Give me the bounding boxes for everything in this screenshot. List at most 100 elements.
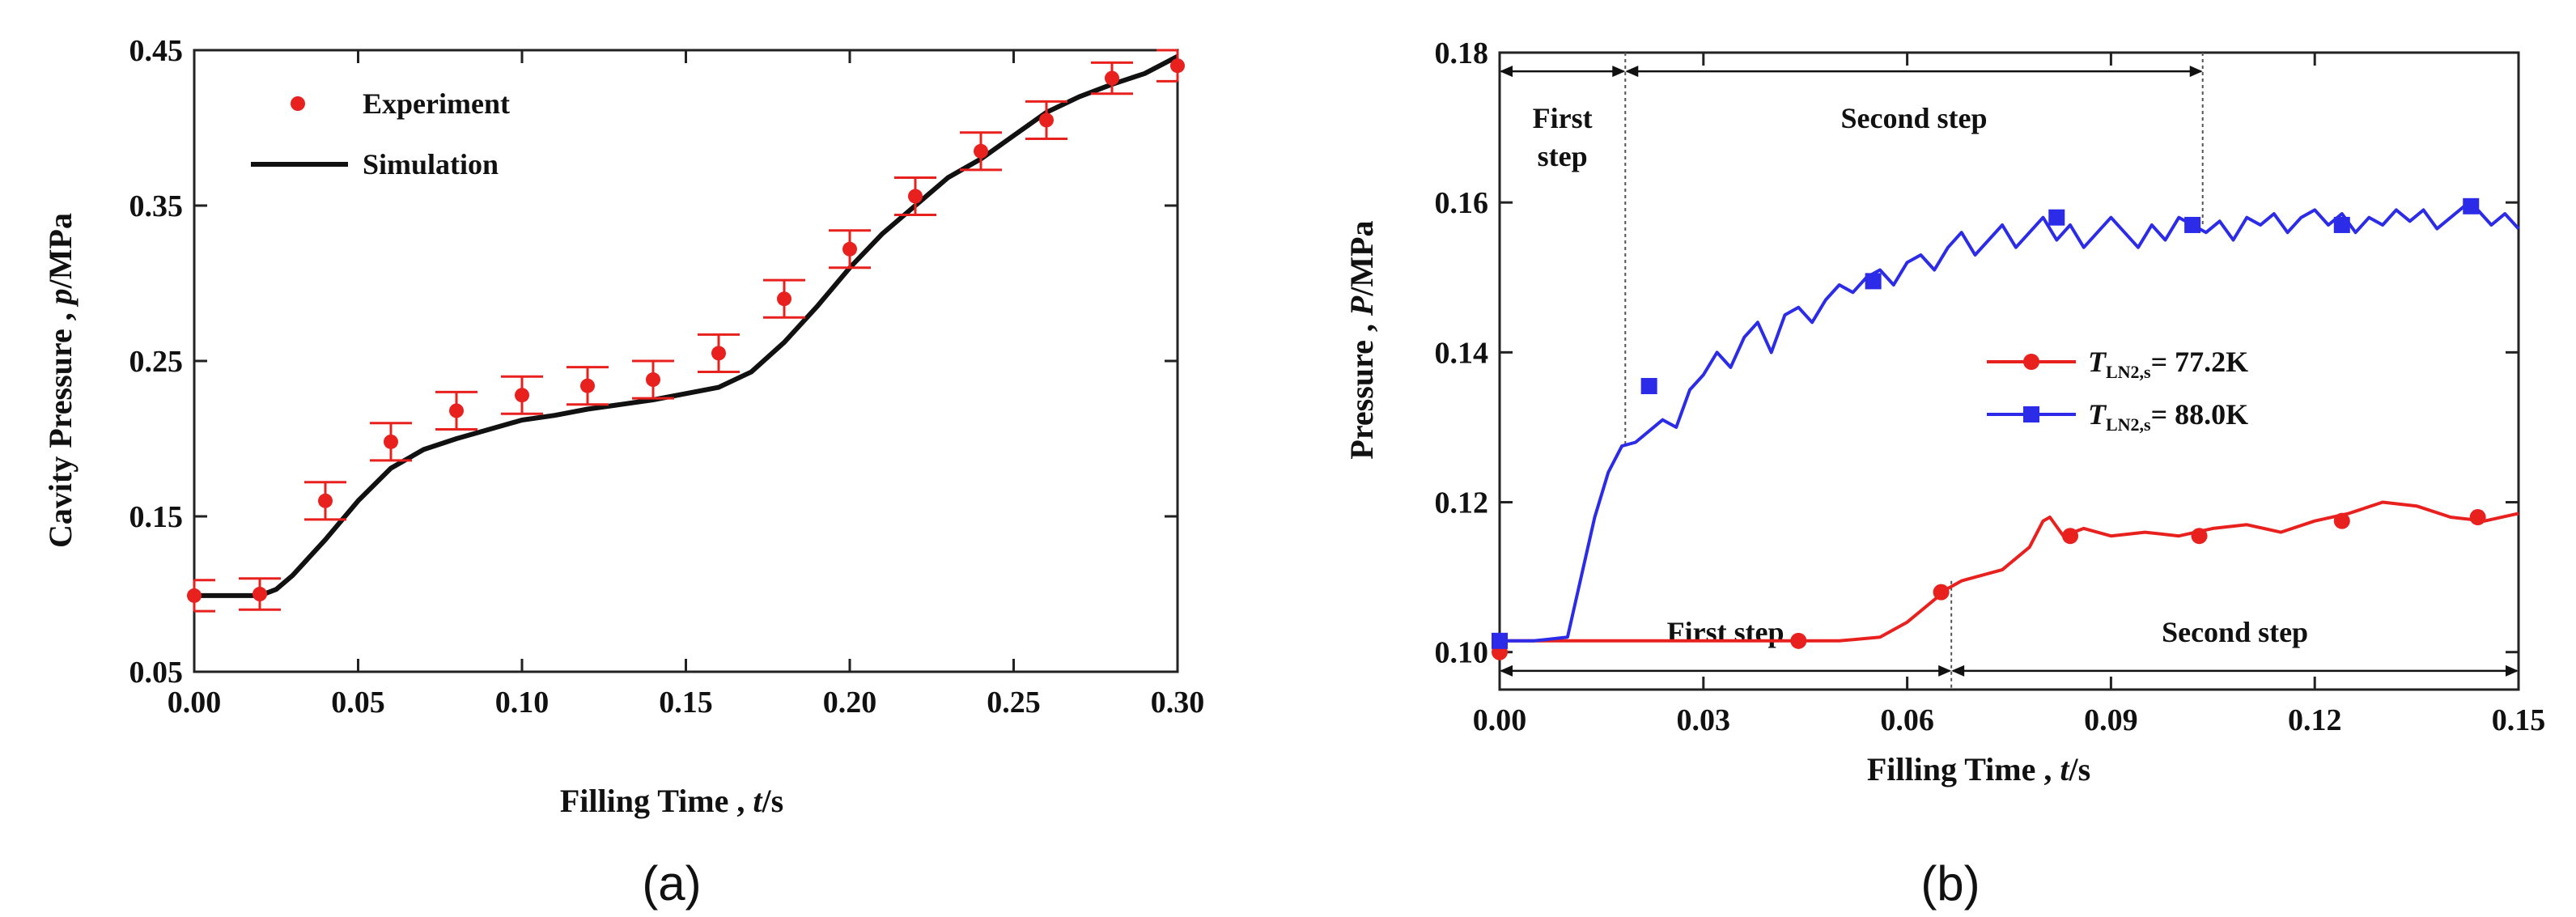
series-880-marker	[2048, 209, 2065, 226]
experiment-marker	[580, 378, 595, 393]
chart-1-x-tick-label: 0.12	[2288, 703, 2342, 737]
experiment-marker	[842, 241, 857, 257]
experiment-marker	[515, 388, 529, 403]
series-772-marker	[2333, 512, 2350, 529]
arrow-bottom-second	[1951, 664, 2519, 677]
chart-0-x-tick-label: 0.20	[823, 686, 877, 720]
series-880-marker	[2463, 197, 2480, 214]
chart-0-x-tick-label: 0.30	[1151, 686, 1205, 720]
legend-simulation-label: Simulation	[363, 148, 499, 180]
series-772-marker	[2062, 528, 2079, 545]
experiment-point	[501, 375, 543, 415]
arrow-top-first	[1500, 66, 1626, 78]
annotation-top-first-line2: step	[1538, 140, 1588, 172]
chart-0-x-tick-label: 0.15	[659, 686, 713, 720]
arrow-head-left	[1951, 664, 1965, 677]
chart-1-y-tick-label: 0.18	[1435, 36, 1489, 70]
experiment-point	[698, 333, 740, 373]
arrow-head-left	[1625, 66, 1639, 78]
chart-0-x-tick-label: 0.05	[331, 686, 385, 720]
chart-1-x-tick-label: 0.00	[1473, 703, 1527, 737]
chart-a-experiment-points	[187, 49, 1185, 613]
chart-0-y-tick-label: 0.45	[129, 34, 184, 68]
arrow-head-right	[1938, 664, 1952, 677]
chart-1-y-tick-label: 0.12	[1435, 486, 1489, 520]
chart-0-y-tick-label: 0.35	[129, 189, 184, 223]
experiment-point	[894, 176, 936, 217]
series-772-marker	[1933, 584, 1950, 601]
legend-772-marker	[2023, 354, 2039, 370]
chart-0-x-tick-label: 0.10	[495, 686, 550, 720]
annotation-bottom-first: First step	[1667, 616, 1785, 648]
experiment-point	[829, 229, 871, 270]
panel-label-a: (a)	[642, 856, 701, 911]
experiment-point	[1025, 100, 1067, 140]
annotation-top-second: Second step	[1840, 102, 1987, 134]
chart-b-legend: TLN2,s= 77.2K TLN2,s= 88.0K	[1987, 346, 2248, 435]
experiment-marker	[1039, 113, 1054, 128]
chart-1-x-tick-label: 0.15	[2492, 703, 2546, 737]
panel-label-b: (b)	[1920, 856, 1980, 911]
chart-b-x-axis-label: Filling Time , t/s	[1867, 751, 2090, 788]
chart-a-legend: Experiment Simulation	[251, 87, 510, 180]
legend-experiment-label: Experiment	[363, 87, 510, 120]
experiment-marker	[253, 587, 267, 601]
experiment-point	[960, 131, 1002, 172]
experiment-marker	[187, 588, 202, 603]
chart-1-x-tick-label: 0.06	[1880, 703, 1934, 737]
series-880-marker	[2184, 216, 2201, 233]
series-772-marker	[1790, 632, 1807, 649]
arrow-head-right	[2189, 66, 2203, 78]
chart-a-ticks: 0.00 0.05 0.10 0.15 0.20 0.25 0.300.050.150.25…	[129, 34, 1205, 720]
arrow-head-right	[1612, 66, 1626, 78]
legend-772-label: TLN2,s= 77.2K	[2088, 346, 2248, 382]
chart-b-ticks: 0.00 0.03 0.06 0.09 0.12 0.15 0.10 0.12 0.14 0.16…	[1435, 36, 2546, 737]
chart-0-plot-frame	[193, 49, 1179, 673]
experiment-point	[239, 577, 281, 611]
legend-880-marker	[2023, 406, 2039, 422]
series-772-marker	[2191, 528, 2208, 545]
experiment-marker	[777, 291, 791, 307]
experiment-marker	[1105, 70, 1119, 86]
chart-a-y-axis-label: Cavity Pressure , p/MPa	[42, 213, 79, 548]
series-772-line	[1500, 500, 2519, 643]
chart-b-axes	[1498, 51, 2520, 691]
experiment-marker	[1170, 58, 1185, 74]
chart-1-y-tick-label: 0.16	[1435, 186, 1489, 220]
experiment-marker	[449, 403, 464, 418]
series-880-line	[1500, 204, 2520, 643]
experiment-marker	[646, 372, 660, 388]
series-880-marker	[1865, 273, 1882, 290]
arrow-head-left	[1500, 664, 1513, 677]
annotation-bottom-second: Second step	[2162, 616, 2308, 648]
experiment-point	[1091, 61, 1133, 96]
chart-0-y-tick-label: 0.15	[129, 500, 184, 534]
series-880-marker	[1492, 632, 1508, 649]
chart-b: 0.00 0.03 0.06 0.09 0.12 0.15 0.10 0.12 0.14 0.16…	[1343, 36, 2545, 911]
legend-880-label: TLN2,s= 88.0K	[2088, 398, 2248, 435]
arrow-head-right	[2506, 664, 2519, 677]
chart-1-x-tick-label: 0.09	[2084, 703, 2138, 737]
series-880-marker	[2333, 216, 2350, 233]
chart-a: 0.00 0.05 0.10 0.15 0.20 0.25 0.300.050.150.25…	[42, 34, 1204, 911]
experiment-marker	[384, 434, 398, 449]
chart-1-plot-frame	[1498, 51, 2520, 691]
annotation-top-first-line1: First	[1533, 102, 1593, 134]
experiment-point	[304, 481, 346, 521]
chart-a-axes	[193, 49, 1179, 673]
chart-0-x-tick-label: 0.00	[168, 686, 222, 720]
chart-b-series-lines	[1492, 197, 2520, 660]
experiment-marker	[974, 143, 988, 159]
chart-b-step-annotations: First step Second step First step Second ste…	[1500, 53, 2519, 690]
experiment-point	[567, 366, 609, 406]
experiment-point	[187, 579, 215, 613]
arrow-top-second	[1625, 66, 2203, 78]
chart-1-y-tick-label: 0.10	[1435, 636, 1489, 670]
experiment-point	[763, 278, 805, 319]
experiment-point	[632, 359, 674, 400]
series-880-marker	[1640, 378, 1657, 395]
chart-1-x-tick-label: 0.03	[1677, 703, 1731, 737]
arrow-bottom-first	[1500, 664, 1952, 677]
chart-0-x-tick-label: 0.25	[987, 686, 1041, 720]
